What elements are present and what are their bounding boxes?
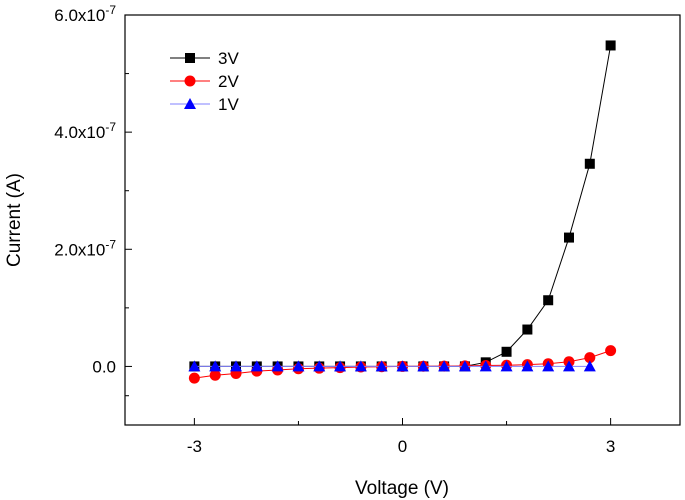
data-point	[605, 40, 616, 51]
data-point	[543, 295, 554, 306]
series-3V	[189, 40, 616, 372]
data-point	[188, 372, 200, 384]
x-axis-label: Voltage (V)	[355, 478, 449, 499]
data-point	[188, 360, 201, 372]
series-line	[194, 45, 612, 367]
data-point	[458, 360, 471, 372]
data-point	[354, 360, 367, 372]
data-point	[522, 324, 533, 335]
data-point	[271, 360, 284, 372]
legend: 3V 2V 1V	[170, 49, 239, 114]
data-point	[209, 369, 221, 381]
data-point	[209, 360, 222, 372]
series-1V	[188, 360, 596, 372]
data-point	[375, 360, 388, 372]
data-point	[542, 360, 555, 372]
legend-marker	[184, 98, 196, 109]
data-point	[230, 360, 242, 372]
data-point	[584, 158, 595, 169]
data-point	[605, 345, 617, 357]
data-point	[521, 360, 534, 372]
legend-label: 2V	[218, 72, 239, 91]
y-axis-label: Current (A)	[4, 173, 25, 267]
legend-marker	[184, 75, 196, 87]
y-tick-label: 6.0x10-7	[54, 3, 116, 25]
data-point	[417, 360, 430, 372]
data-point	[564, 232, 574, 243]
data-point	[313, 360, 326, 372]
x-tick-label: 0	[398, 437, 407, 456]
data-point	[396, 360, 409, 372]
data-point	[334, 360, 347, 372]
data-point	[500, 360, 513, 372]
legend-label: 3V	[218, 49, 239, 68]
y-tick-label: 0.0	[92, 357, 116, 376]
data-point	[584, 352, 596, 364]
data-point	[292, 360, 305, 372]
legend-marker	[185, 53, 195, 63]
legend-label: 1V	[218, 95, 239, 114]
data-point	[583, 360, 596, 372]
y-tick-label: 2.0x10-7	[54, 237, 116, 259]
x-tick-label: 3	[606, 437, 615, 456]
data-point	[250, 360, 263, 372]
data-point	[501, 346, 512, 357]
data-point	[479, 360, 492, 372]
data-point	[563, 360, 575, 372]
data-point	[438, 360, 451, 372]
y-tick-label: 4.0x10-7	[54, 120, 116, 142]
x-tick-label: -3	[187, 437, 202, 456]
